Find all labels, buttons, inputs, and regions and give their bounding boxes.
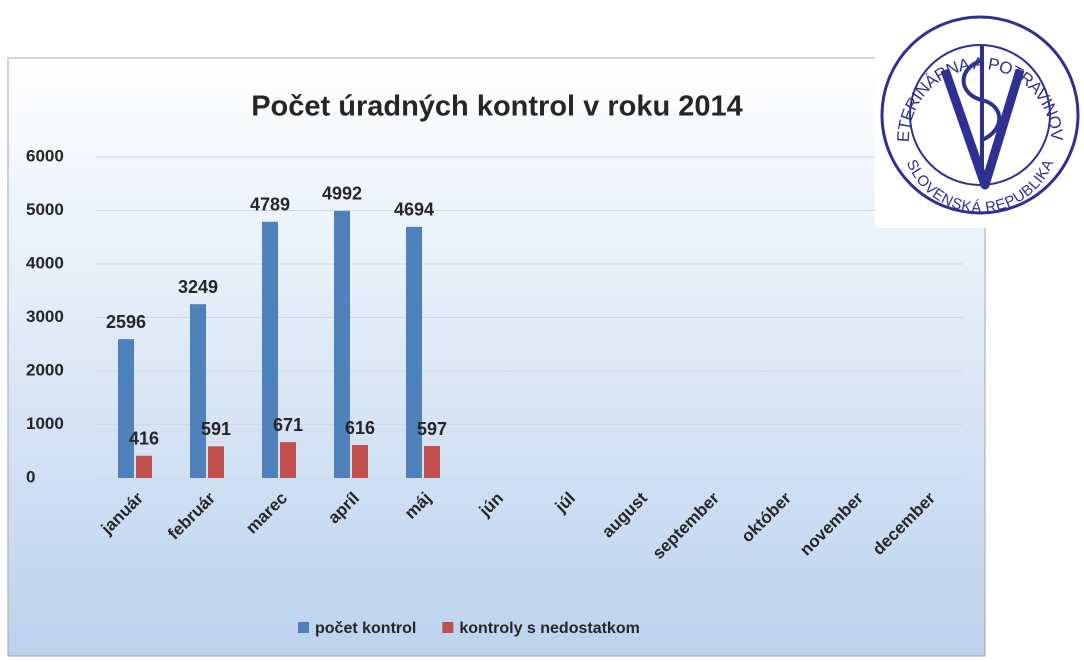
- data-label: 4789: [250, 195, 290, 215]
- data-label: 616: [345, 418, 375, 438]
- y-tick-label: 4000: [26, 253, 64, 272]
- chart-title: Počet úradných kontrol v roku 2014: [251, 91, 743, 123]
- bar: [262, 221, 278, 478]
- legend-label: počet kontrol: [315, 620, 416, 637]
- logo-v: [940, 68, 1025, 190]
- legend-label: kontroly s nedostatkom: [459, 620, 639, 637]
- data-label: 2596: [106, 312, 146, 332]
- data-label: 591: [201, 419, 231, 439]
- legend-swatch: [442, 622, 454, 633]
- y-tick-label: 1000: [26, 414, 64, 433]
- legend-swatch: [298, 622, 309, 633]
- data-label: 4694: [394, 200, 434, 220]
- logo-snake: [961, 58, 1002, 142]
- data-label: 597: [417, 419, 447, 439]
- y-tick-label: 6000: [26, 146, 64, 165]
- data-label: 4992: [322, 184, 362, 204]
- data-label: 416: [129, 428, 159, 448]
- logo-ring: [880, 15, 1080, 215]
- bar: [208, 446, 224, 478]
- bar: [424, 446, 440, 478]
- bar: [334, 210, 350, 479]
- bar: [406, 226, 422, 478]
- y-tick-label: 3000: [26, 307, 64, 326]
- bar: [118, 339, 134, 478]
- data-label: 671: [273, 415, 303, 435]
- bar: [136, 455, 152, 478]
- y-tick-label: 0: [26, 467, 35, 486]
- bar: [190, 304, 206, 478]
- bar: [352, 445, 368, 478]
- y-tick-label: 2000: [26, 360, 64, 379]
- bar: [280, 442, 296, 478]
- y-tick-label: 5000: [26, 200, 64, 219]
- data-label: 3249: [178, 277, 218, 297]
- chart-area: [7, 57, 986, 657]
